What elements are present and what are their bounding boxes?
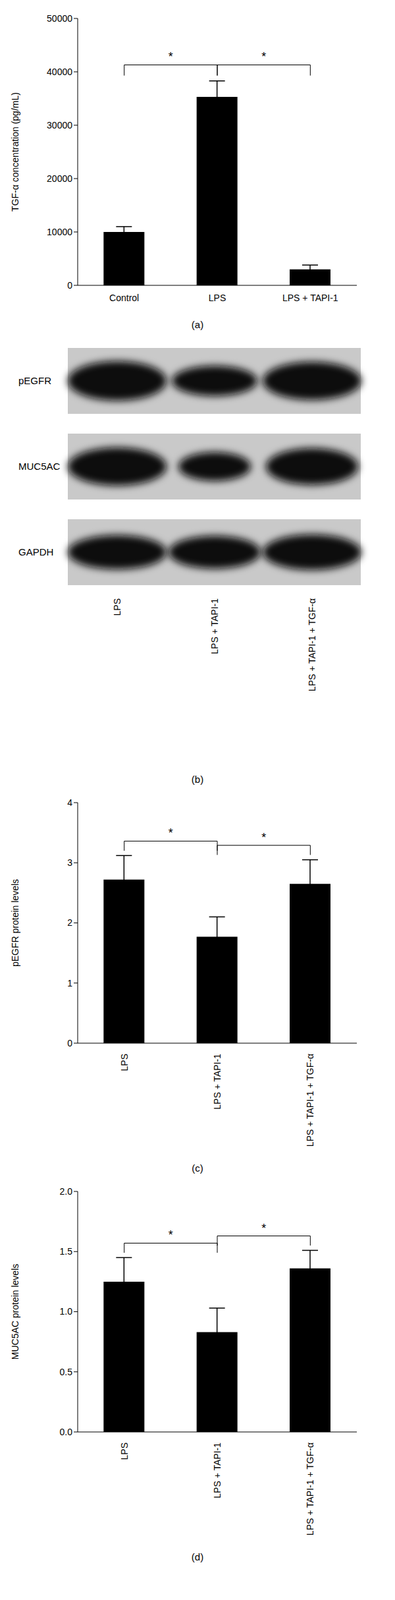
- svg-text:*: *: [261, 1220, 266, 1234]
- svg-text:MUC5AC: MUC5AC: [18, 460, 61, 472]
- svg-text:20000: 20000: [46, 173, 73, 184]
- svg-text:4: 4: [67, 796, 73, 808]
- svg-text:LPS + TAPI-1 + TGF-α: LPS + TAPI-1 + TGF-α: [306, 597, 318, 691]
- svg-text:LPS + TAPI-1: LPS + TAPI-1: [211, 1052, 223, 1109]
- html-text:(d): (d): [191, 1549, 204, 1561]
- svg-text:0: 0: [67, 279, 73, 291]
- svg-text:LPS + TAPI-1: LPS + TAPI-1: [211, 1441, 223, 1498]
- svg-text:LPS + TAPI-1: LPS + TAPI-1: [282, 292, 339, 303]
- svg-text:1.5: 1.5: [59, 1244, 74, 1256]
- svg-text:GAPDH: GAPDH: [18, 545, 54, 557]
- svg-text:50000: 50000: [46, 13, 73, 24]
- html-text:(b): (b): [191, 772, 204, 785]
- svg-text:1.0: 1.0: [59, 1304, 74, 1316]
- svg-text:*: *: [261, 50, 266, 64]
- svg-text:LPS: LPS: [119, 1052, 130, 1070]
- svg-text:40000: 40000: [46, 66, 73, 78]
- svg-text:LPS: LPS: [208, 292, 226, 303]
- svg-text:LPS + TAPI-1 + TGF-α: LPS + TAPI-1 + TGF-α: [304, 1052, 316, 1146]
- svg-text:1: 1: [67, 976, 73, 988]
- svg-text:TGF-α concentration (pg/mL): TGF-α concentration (pg/mL): [9, 92, 21, 212]
- svg-text:Control: Control: [109, 292, 139, 303]
- svg-text:*: *: [261, 830, 266, 844]
- svg-text:0.5: 0.5: [59, 1365, 74, 1376]
- svg-text:LPS: LPS: [111, 597, 123, 615]
- svg-text:*: *: [168, 825, 174, 839]
- svg-text:*: *: [168, 1227, 174, 1241]
- svg-text:2.0: 2.0: [59, 1185, 74, 1196]
- svg-text:0.0: 0.0: [59, 1425, 74, 1436]
- svg-text:pEGFR: pEGFR: [18, 374, 52, 386]
- svg-text:0: 0: [67, 1036, 73, 1048]
- svg-text:3: 3: [67, 856, 73, 868]
- svg-text:LPS: LPS: [119, 1441, 130, 1459]
- html-text:(a): (a): [191, 318, 204, 330]
- svg-text:LPS + TAPI-1: LPS + TAPI-1: [209, 597, 220, 654]
- svg-text:MUC5AC protein levels: MUC5AC protein levels: [9, 1262, 21, 1359]
- svg-text:10000: 10000: [46, 226, 73, 237]
- svg-text:pEGFR protein levels: pEGFR protein levels: [9, 878, 21, 966]
- html-text:(c): (c): [191, 1161, 204, 1173]
- svg-text:30000: 30000: [46, 119, 73, 131]
- svg-text:2: 2: [67, 916, 73, 927]
- svg-text:LPS + TAPI-1 + TGF-α: LPS + TAPI-1 + TGF-α: [304, 1441, 316, 1534]
- svg-text:*: *: [168, 50, 174, 64]
